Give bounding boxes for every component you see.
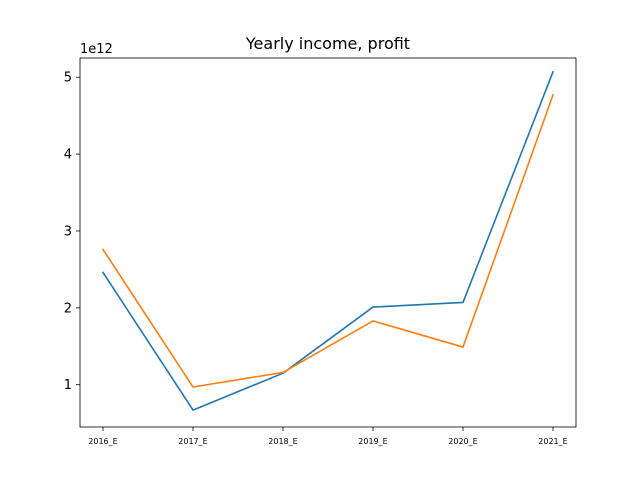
x-tick-label: 2017_E	[178, 437, 207, 446]
y-tick-label: 2	[64, 301, 72, 316]
axes-layer: 1 2 3 4 5 2016_E 2017_E 2018_E 2019_E 2020_E 2021_…	[64, 57, 577, 446]
y-tick-label: 1	[64, 378, 72, 393]
series-line-2	[101, 93, 555, 388]
series-line-1	[101, 70, 555, 411]
x-tick-label: 2020_E	[448, 437, 477, 446]
chart-title: Yearly income, profit	[245, 34, 410, 53]
y-tick-label: 4	[64, 148, 72, 163]
axes-frame	[79, 57, 577, 428]
x-tick-label: 2019_E	[358, 437, 387, 446]
y-tick-label: 5	[64, 71, 72, 86]
x-tick-label: 2018_E	[268, 437, 297, 446]
x-tick-label: 2016_E	[88, 437, 117, 446]
y-tick-label: 3	[64, 224, 72, 239]
series-layer	[101, 70, 555, 411]
plot-background	[80, 58, 576, 427]
y-offset-label: 1e12	[80, 42, 113, 57]
x-tick-label: 2021_E	[538, 437, 567, 446]
